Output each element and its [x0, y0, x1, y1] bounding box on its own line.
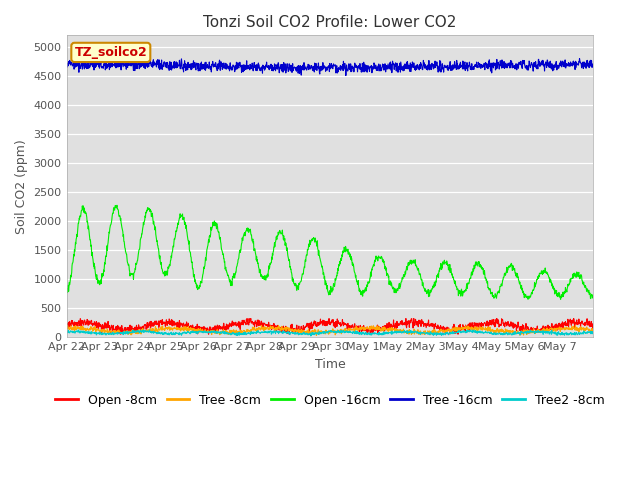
- Tree -16cm: [583, 59, 591, 65]
- Open -8cm: [243, 316, 251, 322]
- Tree -8cm: [589, 326, 597, 332]
- Open -8cm: [145, 323, 153, 328]
- Open -8cm: [583, 316, 591, 322]
- Tree -8cm: [258, 323, 266, 328]
- Tree -16cm: [63, 63, 70, 69]
- Tree -8cm: [317, 331, 324, 336]
- X-axis label: Time: Time: [314, 358, 345, 371]
- Tree -16cm: [105, 54, 113, 60]
- Tree2 -8cm: [307, 330, 314, 336]
- Tree2 -8cm: [146, 327, 154, 333]
- Tree2 -8cm: [307, 333, 315, 339]
- Open -8cm: [63, 324, 70, 330]
- Tree -8cm: [145, 328, 153, 334]
- Open -16cm: [316, 256, 324, 262]
- Line: Tree -16cm: Tree -16cm: [67, 57, 593, 75]
- Tree2 -8cm: [532, 328, 540, 334]
- Open -16cm: [557, 297, 564, 302]
- Open -16cm: [307, 242, 314, 248]
- Tree2 -8cm: [589, 330, 597, 336]
- Open -16cm: [454, 286, 462, 292]
- Tree -16cm: [589, 62, 597, 68]
- Line: Tree2 -8cm: Tree2 -8cm: [67, 330, 593, 336]
- Open -16cm: [113, 203, 121, 208]
- Open -8cm: [589, 322, 597, 328]
- Tree2 -8cm: [63, 329, 70, 335]
- Tree -16cm: [145, 60, 153, 66]
- Tree -8cm: [583, 325, 591, 331]
- Tree -16cm: [307, 65, 314, 71]
- Open -8cm: [317, 316, 324, 322]
- Tree -8cm: [454, 326, 462, 332]
- Open -8cm: [454, 324, 462, 330]
- Tree -8cm: [63, 327, 70, 333]
- Tree -16cm: [454, 64, 462, 70]
- Open -8cm: [117, 331, 125, 337]
- Open -8cm: [532, 327, 540, 333]
- Tree2 -8cm: [583, 329, 591, 335]
- Tree -8cm: [307, 330, 314, 336]
- Tree -8cm: [532, 330, 540, 336]
- Tree2 -8cm: [317, 331, 324, 336]
- Text: TZ_soilco2: TZ_soilco2: [74, 46, 147, 59]
- Tree2 -8cm: [145, 329, 153, 335]
- Line: Open -16cm: Open -16cm: [67, 205, 593, 300]
- Open -16cm: [583, 286, 591, 291]
- Open -16cm: [63, 290, 70, 296]
- Open -16cm: [531, 281, 539, 287]
- Y-axis label: Soil CO2 (ppm): Soil CO2 (ppm): [15, 139, 28, 234]
- Line: Tree -8cm: Tree -8cm: [67, 325, 593, 336]
- Legend: Open -8cm, Tree -8cm, Open -16cm, Tree -16cm, Tree2 -8cm: Open -8cm, Tree -8cm, Open -16cm, Tree -…: [50, 389, 610, 412]
- Tree2 -8cm: [454, 330, 462, 336]
- Tree -16cm: [532, 59, 540, 64]
- Open -8cm: [307, 321, 314, 326]
- Tree -8cm: [312, 333, 320, 338]
- Title: Tonzi Soil CO2 Profile: Lower CO2: Tonzi Soil CO2 Profile: Lower CO2: [204, 15, 456, 30]
- Tree -16cm: [342, 72, 349, 78]
- Line: Open -8cm: Open -8cm: [67, 319, 593, 334]
- Open -16cm: [589, 292, 597, 298]
- Tree -16cm: [316, 63, 324, 69]
- Open -16cm: [145, 205, 153, 211]
